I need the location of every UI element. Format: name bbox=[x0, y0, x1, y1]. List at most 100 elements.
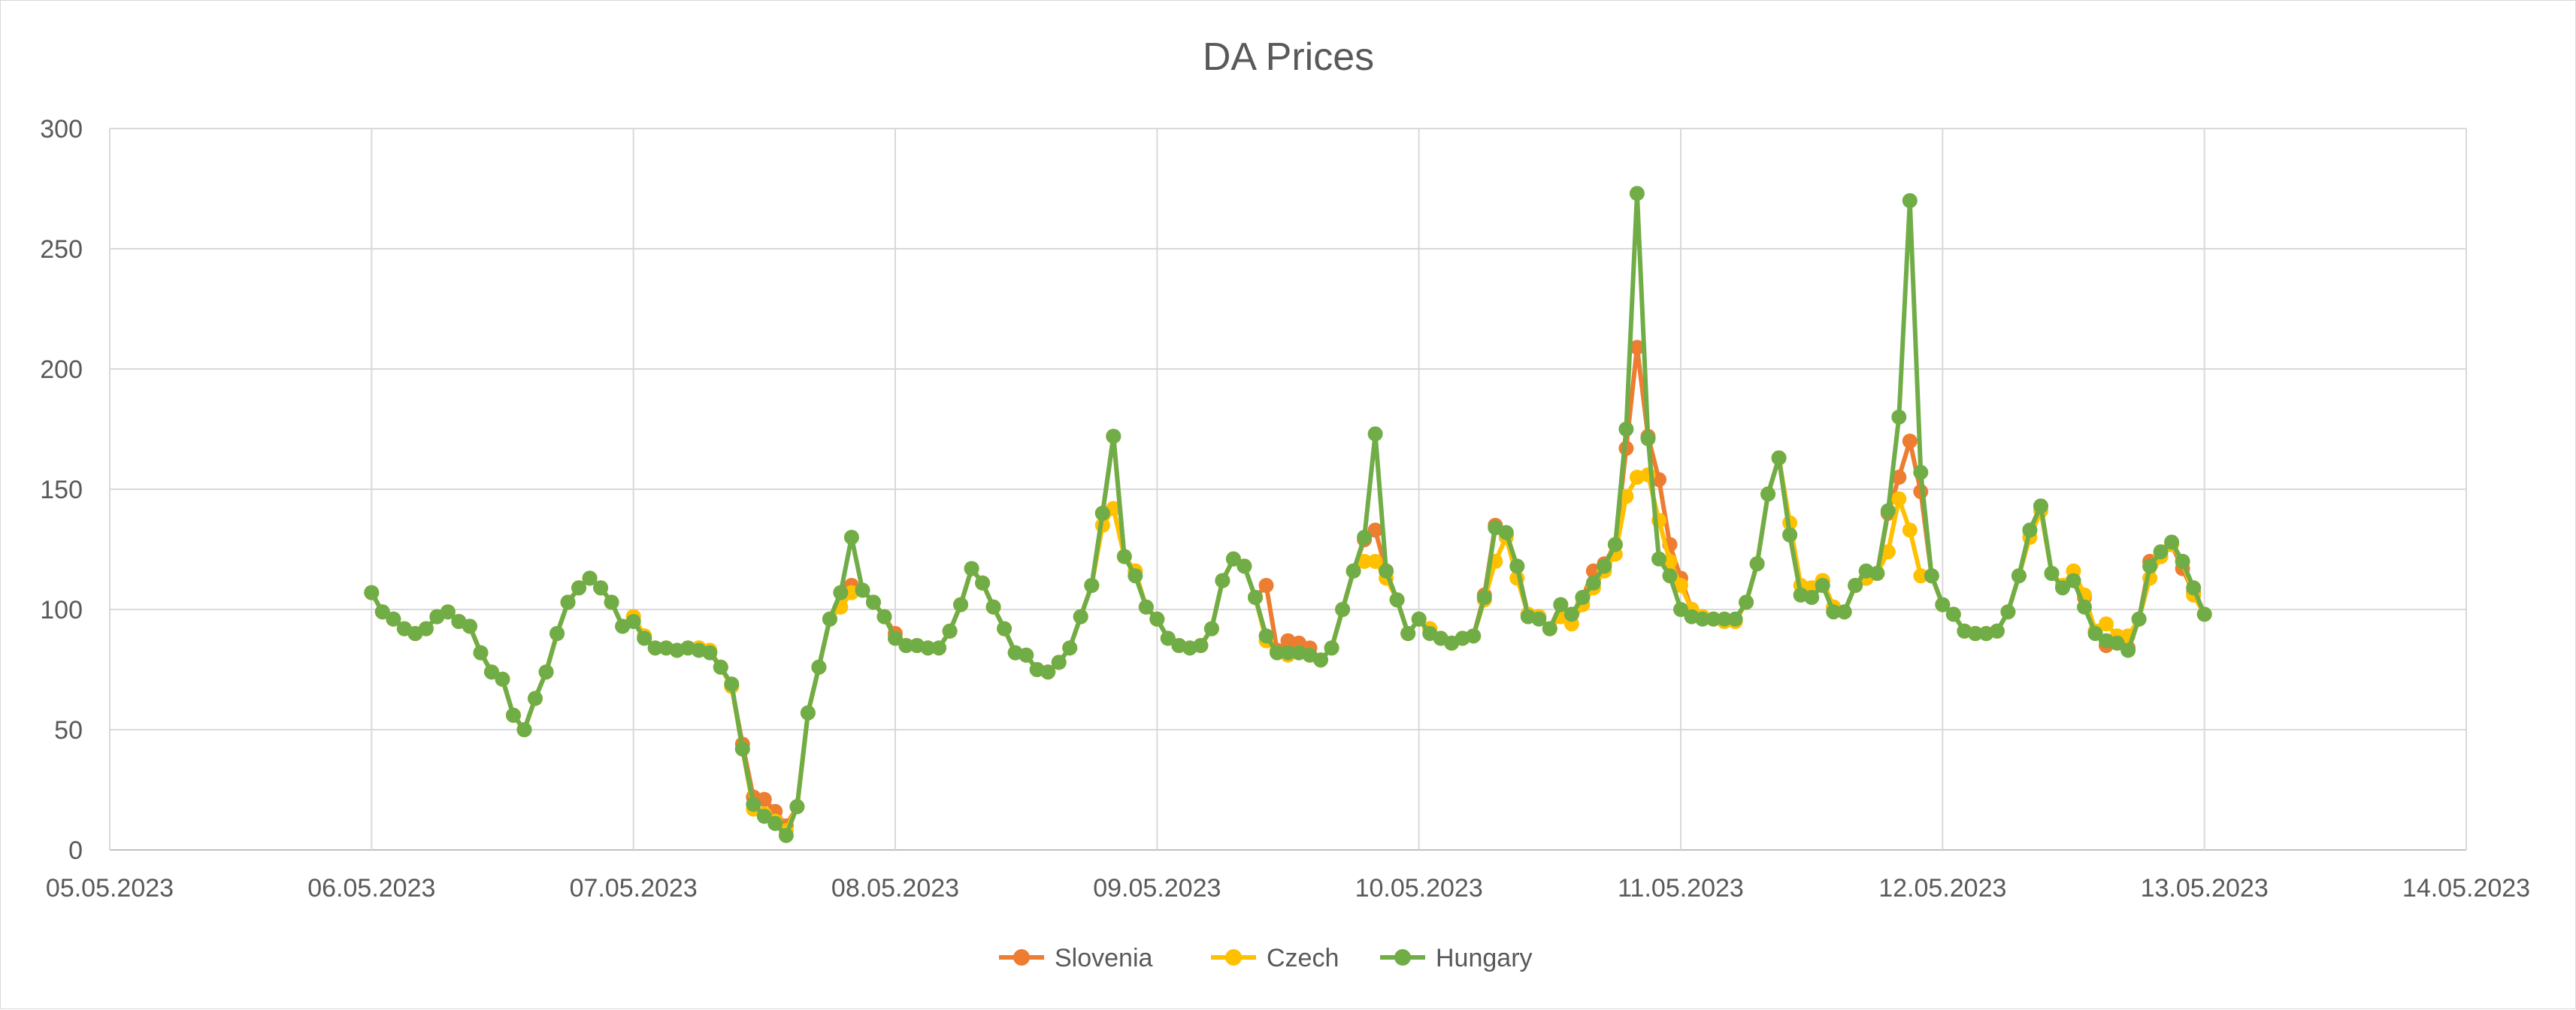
data-point-slovenia bbox=[1258, 578, 1274, 593]
data-point-hungary bbox=[1945, 606, 1961, 622]
data-point-hungary bbox=[1203, 621, 1219, 637]
data-point-hungary bbox=[1019, 647, 1034, 663]
data-point-hungary bbox=[364, 585, 380, 600]
series-line-slovenia bbox=[369, 345, 2207, 828]
legend-label-slovenia: Slovenia bbox=[1055, 944, 1153, 972]
data-point-hungary bbox=[538, 664, 554, 680]
data-point-hungary bbox=[1411, 611, 1427, 627]
data-point-hungary bbox=[2164, 534, 2180, 550]
data-point-hungary bbox=[1379, 563, 1394, 579]
x-tick-label: 10.05.2023 bbox=[1355, 874, 1483, 903]
data-point-hungary bbox=[1531, 611, 1547, 627]
data-point-hungary bbox=[625, 614, 641, 629]
data-point-hungary bbox=[746, 797, 761, 812]
data-point-hungary bbox=[1902, 193, 1918, 208]
data-point-hungary bbox=[1913, 464, 1929, 480]
data-point-hungary bbox=[1280, 645, 1296, 661]
data-point-hungary bbox=[1880, 503, 1896, 519]
data-point-hungary bbox=[1989, 623, 2005, 639]
x-tick-label: 13.05.2023 bbox=[2141, 874, 2269, 903]
data-point-hungary bbox=[2142, 558, 2158, 574]
data-point-hungary bbox=[1313, 652, 1328, 668]
data-point-hungary bbox=[778, 827, 794, 843]
data-point-hungary bbox=[582, 570, 598, 586]
data-point-hungary bbox=[1836, 604, 1852, 620]
x-tick-label: 06.05.2023 bbox=[307, 874, 435, 903]
data-point-hungary bbox=[1629, 186, 1645, 201]
data-point-slovenia bbox=[1629, 340, 1645, 355]
data-point-hungary bbox=[1542, 621, 1557, 637]
data-point-hungary bbox=[604, 594, 619, 610]
y-tick-label: 150 bbox=[40, 476, 83, 504]
x-axis-tick-labels: 05.05.2023 06.05.2023 07.05.2023 08.05.2023… bbox=[46, 874, 2530, 903]
legend-label-czech: Czech bbox=[1267, 944, 1339, 972]
data-point-hungary bbox=[647, 640, 663, 656]
data-point-czech bbox=[1902, 522, 1918, 538]
data-point-hungary bbox=[1225, 551, 1241, 567]
data-point-hungary bbox=[1400, 626, 1416, 641]
y-tick-label: 50 bbox=[54, 716, 83, 745]
data-point-hungary bbox=[1717, 611, 1733, 627]
data-point-hungary bbox=[1389, 592, 1405, 608]
data-point-hungary bbox=[1193, 638, 1209, 653]
data-point-hungary bbox=[484, 664, 499, 680]
gridlines bbox=[109, 128, 2467, 851]
data-point-hungary bbox=[1760, 486, 1776, 502]
data-point-hungary bbox=[1335, 602, 1351, 617]
data-point-hungary bbox=[418, 621, 434, 637]
data-point-hungary bbox=[2131, 611, 2147, 627]
data-point-hungary bbox=[2066, 573, 2081, 588]
data-point-hungary bbox=[964, 561, 979, 576]
legend: Slovenia Czech Hungary bbox=[999, 944, 1533, 972]
data-point-hungary bbox=[1138, 599, 1154, 615]
data-point-hungary bbox=[2000, 604, 2016, 620]
data-point-hungary bbox=[1106, 428, 1122, 444]
data-point-hungary bbox=[942, 623, 958, 639]
data-point-czech bbox=[1880, 544, 1896, 560]
data-point-hungary bbox=[1563, 606, 1579, 622]
data-point-hungary bbox=[953, 597, 969, 612]
y-axis-tick-labels: 0 50 100 150 200 250 300 bbox=[40, 115, 83, 865]
data-point-hungary bbox=[724, 676, 740, 692]
y-tick-label: 200 bbox=[40, 355, 83, 384]
data-point-slovenia bbox=[1902, 434, 1918, 449]
data-point-hungary bbox=[386, 611, 401, 627]
data-point-hungary bbox=[789, 799, 805, 815]
data-point-hungary bbox=[1128, 568, 1143, 584]
data-point-hungary bbox=[2175, 554, 2190, 569]
data-point-hungary bbox=[985, 599, 1001, 615]
data-point-hungary bbox=[1848, 578, 1863, 593]
data-point-hungary bbox=[997, 621, 1013, 637]
data-point-hungary bbox=[473, 645, 489, 661]
data-point-hungary bbox=[1749, 556, 1765, 572]
data-point-hungary bbox=[1651, 551, 1666, 567]
legend-item-hungary: Hungary bbox=[1380, 944, 1533, 972]
data-point-hungary bbox=[374, 604, 390, 620]
data-point-hungary bbox=[2044, 566, 2060, 581]
data-point-hungary bbox=[1727, 611, 1743, 627]
data-point-hungary bbox=[2120, 643, 2136, 658]
data-point-hungary bbox=[1149, 611, 1165, 627]
legend-label-hungary: Hungary bbox=[1436, 944, 1533, 972]
data-point-slovenia bbox=[1891, 470, 1907, 485]
x-tick-label: 14.05.2023 bbox=[2402, 874, 2530, 903]
data-point-hungary bbox=[2186, 580, 2202, 596]
data-point-hungary bbox=[702, 645, 718, 661]
legend-item-czech: Czech bbox=[1211, 944, 1339, 972]
data-point-hungary bbox=[528, 691, 543, 706]
series-hungary bbox=[364, 186, 2212, 843]
data-point-czech bbox=[2099, 616, 2114, 632]
data-point-hungary bbox=[593, 580, 609, 596]
x-tick-label: 05.05.2023 bbox=[46, 874, 174, 903]
data-point-hungary bbox=[1695, 611, 1710, 627]
data-point-hungary bbox=[440, 604, 456, 620]
data-point-hungary bbox=[637, 630, 652, 646]
x-tick-label: 07.05.2023 bbox=[570, 874, 698, 903]
data-point-hungary bbox=[855, 582, 870, 598]
data-point-slovenia bbox=[1367, 522, 1383, 538]
data-point-czech bbox=[1913, 568, 1929, 584]
legend-marker-czech bbox=[1225, 949, 1242, 966]
data-point-hungary bbox=[767, 815, 783, 831]
data-point-hungary bbox=[833, 585, 849, 600]
